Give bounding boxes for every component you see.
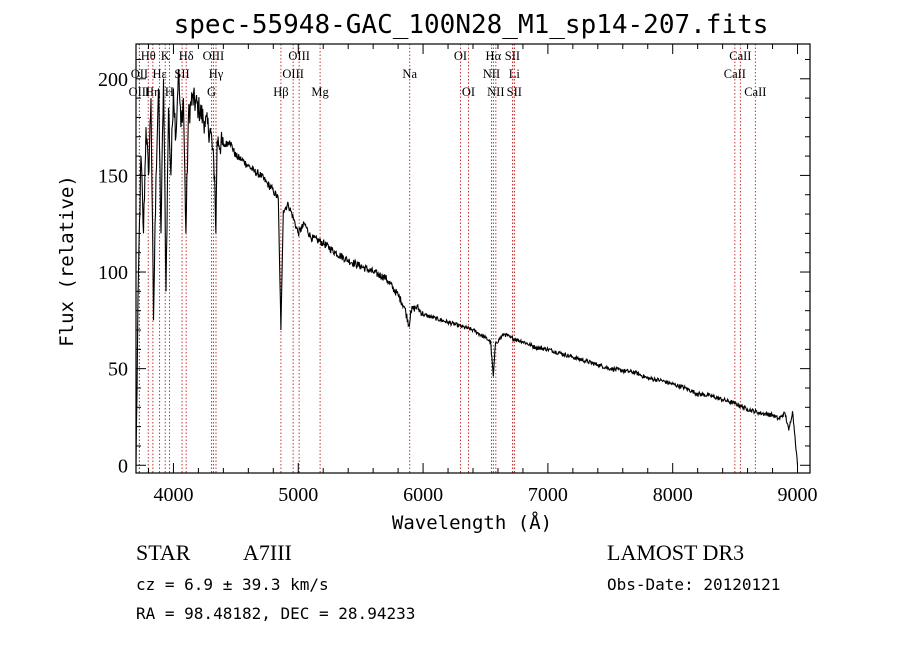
flux-series-line [135,69,799,466]
object-type: STAR [136,540,191,565]
spectral-line-label: NII [483,67,500,81]
spectral-line-label: SII [505,49,520,63]
spectral-line-label: CaII [744,85,766,99]
x-tick-label: 6000 [403,484,443,506]
spectral-line-label: Hγ [209,67,224,81]
spectral-line-label: NII [487,85,504,99]
chart-title: spec-55948-GAC_100N28_M1_sp14-207.fits [174,10,769,40]
spectral-line-label: CaII [724,67,746,81]
x-tick-label: 4000 [153,484,193,506]
observation-date: Obs-Date: 20120121 [607,575,780,594]
spectral-line-label: OII [131,67,148,81]
survey-name: LAMOST DR3 [607,540,744,565]
y-tick-label: 50 [108,359,128,381]
y-axis-label: Flux (relative) [56,175,78,347]
spectral-line-label: OIII [129,85,151,99]
y-tick-label: 200 [98,69,128,91]
y-tick-label: 100 [98,262,128,284]
y-tick-label: 0 [118,455,128,477]
coordinates: RA = 98.48182, DEC = 28.94233 [136,604,415,623]
subclass: A7III [243,540,292,565]
spectral-line-label: OIII [203,49,225,63]
x-tick-label: 8000 [653,484,693,506]
spectral-line-label: SII [174,67,189,81]
spectral-line-label: Hθ [141,49,156,63]
axis-ticks [136,44,810,473]
y-tick-label: 150 [98,165,128,187]
spectral-line-label: H [165,85,174,99]
x-axis-label: Wavelength (Å) [392,511,552,534]
spectral-line-label: Mg [311,85,329,99]
y-tick-labels: 0 50 100 150 200 [98,69,128,477]
spectral-line-label: OIII [282,67,304,81]
x-tick-label: 5000 [278,484,318,506]
x-tick-label: 7000 [528,484,568,506]
x-tick-labels: 4000 5000 6000 7000 8000 9000 [153,484,817,506]
spectral-line-label: Hα [486,49,502,63]
spectral-line-label: K [161,49,170,63]
spectral-line-label: OI [454,49,467,63]
spectral-line-label: Hη [145,85,161,99]
spectral-line-label: Hε [152,67,166,81]
spectral-line-label: Hβ [273,85,288,99]
spectral-line-label: OI [462,85,475,99]
spectral-line-label: Hδ [179,49,194,63]
redshift-value: cz = 6.9 ± 39.3 km/s [136,575,329,594]
plot-frame [135,43,811,474]
spectral-line-label: CaII [729,49,751,63]
spectral-line-label: Na [402,67,417,81]
spectral-line-label: Li [509,67,521,81]
spectral-line-markers [138,44,756,473]
spectral-line-label: G [207,85,216,99]
spectral-line-label: SII [507,85,522,99]
spectral-line-label: OIII [288,49,310,63]
x-tick-label: 9000 [778,484,818,506]
